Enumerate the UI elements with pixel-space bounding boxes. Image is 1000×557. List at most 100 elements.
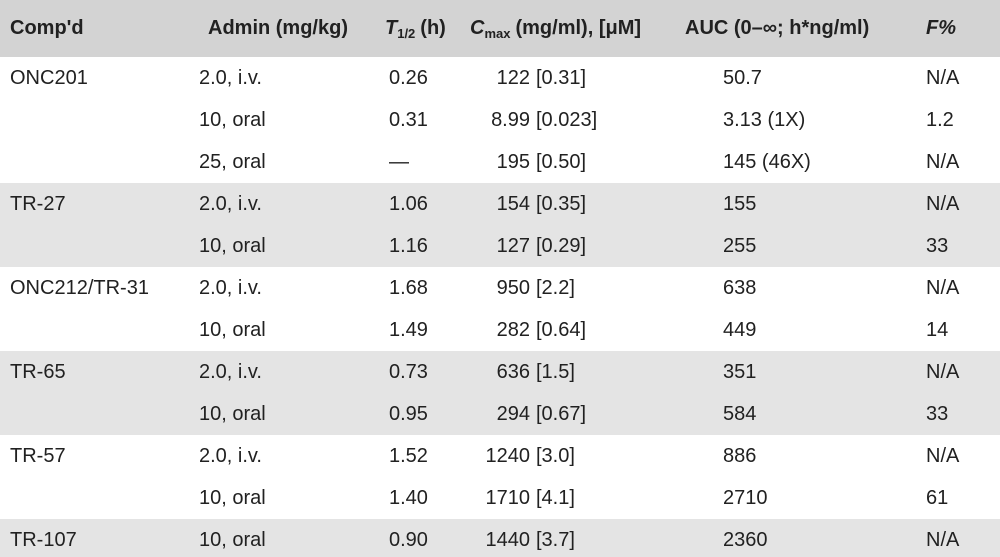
thalf-cell: 0.95 [389, 402, 428, 425]
compound-cell: TR-107 [10, 528, 77, 551]
thalf-cell: 0.26 [389, 66, 428, 89]
admin-cell: 10, oral [199, 486, 266, 509]
compound-cell [0, 141, 190, 183]
thalf-cell: — [389, 150, 409, 173]
auc-cell: 255 [723, 234, 757, 257]
cmax-value: 122 [496, 66, 530, 89]
col-header-admin-label: Admin (mg/kg) [208, 17, 348, 39]
auc-cell: 638 [723, 276, 757, 299]
cmax-micromolar-value: [0.29] [536, 234, 587, 257]
fpct-cell: 33 [926, 234, 949, 257]
thalf-cell: 0.90 [389, 528, 428, 551]
cmax-value: 1240 [485, 444, 531, 467]
thalf-cell: 1.06 [389, 192, 428, 215]
auc-cell: 145 (46X) [723, 150, 811, 173]
auc-cell: 351 [723, 360, 757, 383]
auc-cell: 50.7 [723, 66, 762, 89]
cmax-cell: 127 [0.29] [460, 225, 675, 267]
table-row: TR-107 10, oral 0.90 1440 [3.7] 2360 N/A [0, 519, 1000, 557]
cmax-cell: 122 [0.31] [460, 57, 675, 99]
admin-cell: 10, oral [199, 318, 266, 341]
col-header-cmax: Cmax (mg/ml), [μM] [460, 0, 675, 57]
compound-cell: TR-65 [10, 360, 66, 383]
table-row: 25, oral — 195 [0.50] 145 (46X) N/A [0, 141, 1000, 183]
col-header-compound-label: Comp'd [10, 17, 84, 39]
cmax-micromolar-value: [0.35] [536, 192, 587, 215]
cmax-value: 127 [496, 234, 530, 257]
auc-cell: 3.13 (1X) [723, 108, 806, 131]
cmax-cell: 1240 [3.0] [460, 435, 675, 477]
admin-cell: 10, oral [199, 234, 266, 257]
table-row: ONC212/TR-31 2.0, i.v. 1.68 950 [2.2] 638… [0, 267, 1000, 309]
cmax-cell: 950 [2.2] [460, 267, 675, 309]
thalf-symbol: T [385, 17, 398, 39]
cmax-value: 8.99 [491, 108, 530, 131]
fpct-cell: N/A [926, 444, 960, 467]
fpct-cell: 61 [926, 486, 949, 509]
cmax-micromolar-value: [0.023] [536, 108, 598, 131]
thalf-cell: 1.40 [389, 486, 428, 509]
thalf-cell: 1.49 [389, 318, 428, 341]
admin-cell: 2.0, i.v. [199, 360, 262, 383]
fpct-cell: 1.2 [926, 108, 954, 131]
cmax-micromolar-value: [0.31] [536, 66, 587, 89]
col-header-fpct: F% [905, 0, 1000, 57]
thalf-cell: 0.73 [389, 360, 428, 383]
cmax-value: 282 [496, 318, 530, 341]
fpct-cell: N/A [926, 276, 960, 299]
table-body: ONC201 2.0, i.v. 0.26 122 [0.31] 50.7 N/A… [0, 57, 1000, 557]
admin-cell: 2.0, i.v. [199, 66, 262, 89]
table-row: TR-65 2.0, i.v. 0.73 636 [1.5] 351 N/A [0, 351, 1000, 393]
table-row: 10, oral 1.49 282 [0.64] 449 14 [0, 309, 1000, 351]
compound-cell [0, 477, 190, 519]
compound-cell: ONC201 [10, 66, 88, 89]
cmax-value: 294 [496, 402, 530, 425]
table-header: Comp'd Admin (mg/kg) T1/2 (h) Cmax (mg/ml)… [0, 0, 1000, 57]
thalf-cell: 1.68 [389, 276, 428, 299]
table-row: TR-27 2.0, i.v. 1.06 154 [0.35] 155 N/A [0, 183, 1000, 225]
cmax-value: 950 [496, 276, 530, 299]
cmax-micromolar-value: [3.7] [536, 528, 575, 551]
auc-cell: 2710 [723, 486, 768, 509]
auc-cell: 449 [723, 318, 757, 341]
col-header-fpct-label: F% [926, 17, 956, 39]
table-row: 10, oral 1.40 1710 [4.1] 2710 61 [0, 477, 1000, 519]
cmax-subscript: max [484, 26, 511, 41]
table-row: TR-57 2.0, i.v. 1.52 1240 [3.0] 886 N/A [0, 435, 1000, 477]
thalf-unit: (h) [420, 17, 446, 39]
fpct-cell: N/A [926, 528, 960, 551]
compound-cell: TR-27 [10, 192, 66, 215]
fpct-cell: N/A [926, 192, 960, 215]
fpct-cell: 33 [926, 402, 949, 425]
cmax-cell: 8.99 [0.023] [460, 99, 675, 141]
cmax-cell: 1710 [4.1] [460, 477, 675, 519]
thalf-subscript: 1/2 [397, 26, 416, 41]
compound-cell [0, 225, 190, 267]
col-header-auc: AUC (0–∞; h*ng/ml) [675, 0, 905, 57]
auc-cell: 155 [723, 192, 757, 215]
header-row: Comp'd Admin (mg/kg) T1/2 (h) Cmax (mg/ml)… [0, 0, 1000, 57]
cmax-micromolar-value: [2.2] [536, 276, 575, 299]
cmax-cell: 195 [0.50] [460, 141, 675, 183]
admin-cell: 2.0, i.v. [199, 276, 262, 299]
cmax-micromolar-value: [3.0] [536, 444, 575, 467]
auc-cell: 584 [723, 402, 757, 425]
cmax-cell: 1440 [3.7] [460, 519, 675, 557]
cmax-value: 195 [496, 150, 530, 173]
fpct-cell: N/A [926, 360, 960, 383]
cmax-micromolar-value: [0.67] [536, 402, 587, 425]
compound-cell [0, 99, 190, 141]
fpct-cell: N/A [926, 66, 960, 89]
table-row: 10, oral 0.31 8.99 [0.023] 3.13 (1X) 1.2 [0, 99, 1000, 141]
admin-cell: 10, oral [199, 108, 266, 131]
cmax-cell: 294 [0.67] [460, 393, 675, 435]
admin-cell: 10, oral [199, 402, 266, 425]
cmax-micromolar-value: [0.50] [536, 150, 587, 173]
cmax-value: 154 [496, 192, 530, 215]
fpct-cell: N/A [926, 150, 960, 173]
admin-cell: 25, oral [199, 150, 266, 173]
compound-cell [0, 309, 190, 351]
cmax-unit: (mg/ml), [μM] [515, 17, 642, 39]
